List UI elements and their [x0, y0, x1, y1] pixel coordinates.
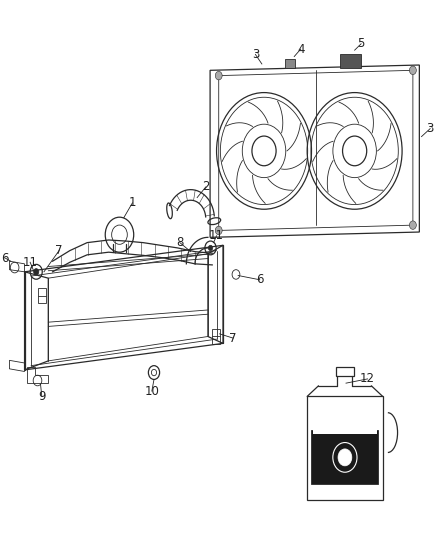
Text: 12: 12: [360, 373, 375, 385]
Circle shape: [34, 269, 39, 275]
Bar: [307, 397, 383, 500]
Bar: [313, 430, 377, 434]
Bar: [313, 417, 377, 420]
Circle shape: [338, 449, 352, 466]
Text: 1: 1: [129, 196, 136, 209]
Text: 5: 5: [357, 37, 365, 50]
Bar: [311, 430, 378, 484]
Text: 7: 7: [229, 332, 237, 344]
Text: 3: 3: [427, 122, 434, 135]
Text: 4: 4: [297, 43, 304, 55]
Text: 3: 3: [252, 48, 259, 61]
Text: 6: 6: [1, 252, 9, 264]
Circle shape: [208, 245, 213, 251]
Text: 7: 7: [55, 244, 63, 257]
Circle shape: [215, 71, 222, 80]
Bar: [38, 288, 46, 303]
Text: 2: 2: [202, 181, 209, 193]
Bar: [336, 367, 354, 376]
Text: 9: 9: [38, 390, 46, 403]
Bar: [339, 54, 361, 68]
Circle shape: [410, 66, 417, 75]
Bar: [212, 329, 219, 344]
Text: 8: 8: [176, 236, 184, 249]
Circle shape: [410, 221, 417, 229]
Text: 11: 11: [23, 256, 38, 269]
Text: 6: 6: [256, 273, 264, 286]
Text: 11: 11: [209, 229, 224, 242]
Text: 10: 10: [145, 385, 159, 398]
Bar: [285, 59, 295, 68]
Circle shape: [215, 226, 222, 235]
Bar: [313, 423, 377, 427]
